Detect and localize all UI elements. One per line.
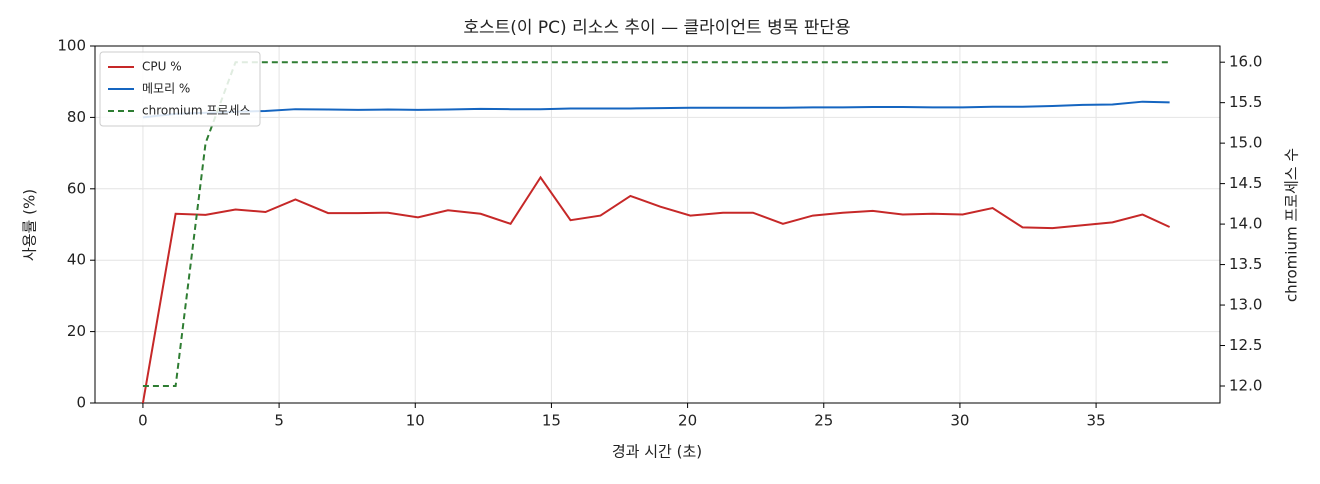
y-tick-label: 80 (67, 108, 86, 126)
y2-tick-label: 15.0 (1229, 134, 1262, 152)
y2-tick-label: 15.5 (1229, 93, 1262, 111)
legend-label: CPU % (142, 60, 182, 74)
plot-frame (94, 45, 1221, 404)
y2-tick-label: 14.5 (1229, 174, 1262, 192)
y2-tick-label: 13.5 (1229, 255, 1262, 273)
x-tick-label: 10 (406, 412, 425, 430)
y-axis-label: 사용률 (%) (21, 189, 39, 261)
y2-axis-label: chromium 프로세스 수 (1283, 148, 1301, 302)
series-line (142, 100, 1170, 119)
x-tick-label: 20 (678, 412, 697, 430)
y2-tick-label: 16.0 (1229, 53, 1262, 71)
legend-box (99, 51, 261, 127)
legend-label: 메모리 % (142, 82, 190, 96)
chart-title: 호스트(이 PC) 리소스 추이 — 클라이언트 병목 판단용 (463, 18, 850, 38)
y-tick-label: 100 (57, 37, 86, 55)
x-axis-label: 경과 시간 (초) (612, 443, 702, 461)
y2-tick-label: 12.5 (1229, 336, 1262, 354)
y2-tick-label: 14.0 (1229, 215, 1262, 233)
y-tick-label: 40 (67, 251, 86, 269)
y-tick-label: 20 (67, 322, 86, 340)
legend-label: chromium 프로세스 (142, 104, 251, 118)
series-line (142, 61, 1170, 387)
x-tick-label: 25 (814, 412, 833, 430)
y2-tick-label: 12.0 (1229, 377, 1262, 395)
legend: CPU % 메모리 % chromium 프로세스 (99, 51, 261, 127)
series-line (141, 175, 1171, 404)
x-tick-label: 5 (274, 412, 284, 430)
x-tick-label: 30 (950, 412, 969, 430)
x-tick-label: 35 (1087, 412, 1106, 430)
y-tick-label: 0 (76, 394, 86, 412)
x-tick-label: 15 (542, 412, 561, 430)
x-tick-label: 0 (138, 412, 148, 430)
y2-tick-label: 13.0 (1229, 296, 1262, 314)
y-tick-label: 60 (67, 179, 86, 197)
